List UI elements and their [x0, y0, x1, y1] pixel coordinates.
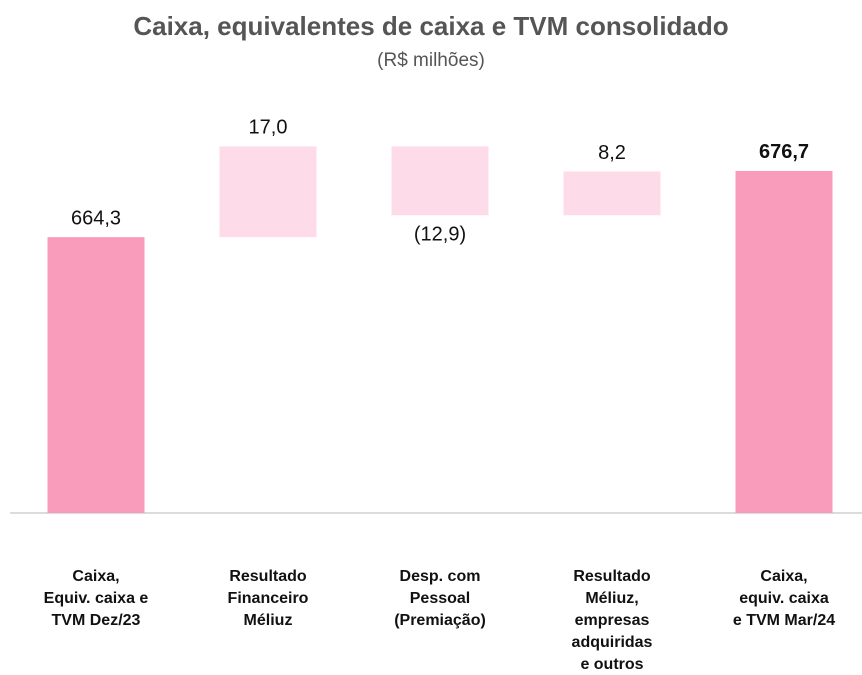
value-label: 676,7 — [759, 141, 809, 163]
x-tick-label: Caixa, equiv. caixa e TVM Mar/24 — [732, 568, 836, 629]
bar — [391, 146, 489, 216]
x-tick-label: Resultado Financeiro Méliuz — [227, 568, 309, 629]
bar — [47, 237, 145, 514]
x-tick-label: Caixa, Equiv. caixa e TVM Dez/23 — [43, 568, 149, 629]
chart-title: Caixa, equivalentes de caixa e TVM conso… — [133, 11, 728, 41]
bar — [219, 146, 317, 238]
value-label: (12,9) — [414, 224, 466, 246]
bar — [735, 170, 833, 513]
bar — [563, 171, 661, 216]
value-label: 17,0 — [249, 117, 288, 139]
x-tick-label: Desp. com Pessoal (Premiação) — [394, 568, 486, 629]
x-tick-label: Resultado Méliuz, empresas adquiridas e … — [571, 568, 653, 673]
value-label: 8,2 — [598, 142, 626, 164]
value-label: 664,3 — [71, 207, 121, 229]
chart-subtitle: (R$ milhões) — [377, 50, 485, 71]
